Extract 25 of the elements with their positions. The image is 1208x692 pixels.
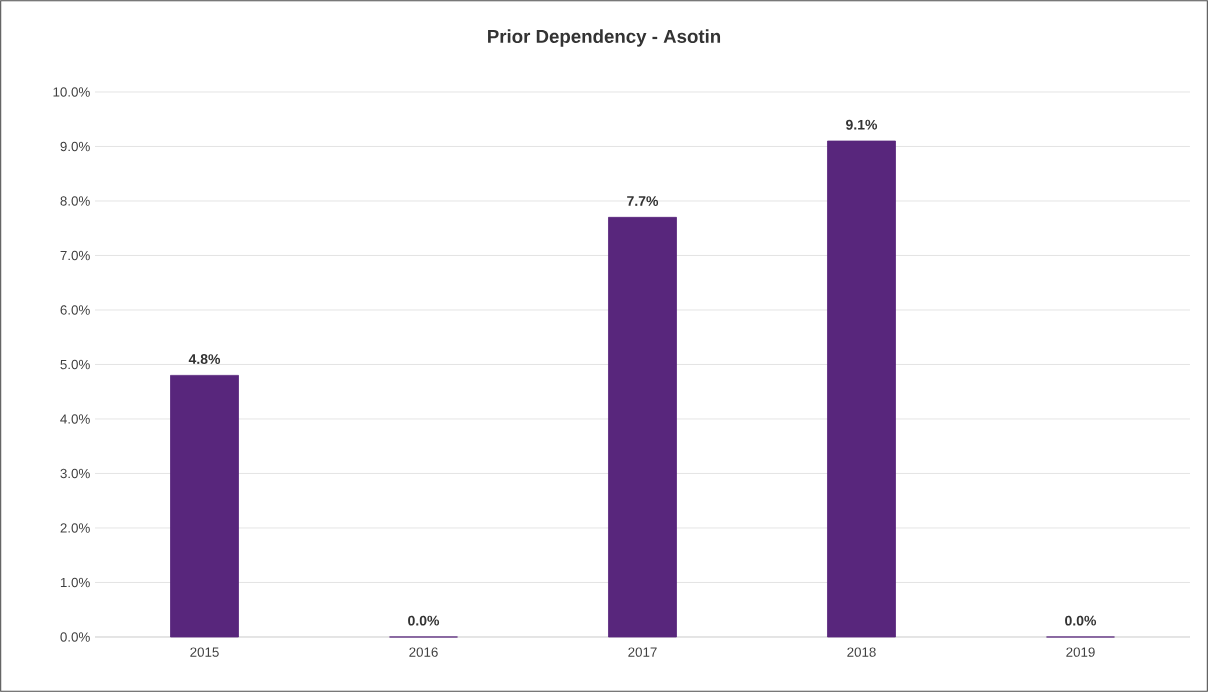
bar bbox=[827, 140, 896, 638]
bar bbox=[608, 216, 677, 638]
x-tick-label: 2017 bbox=[628, 647, 657, 657]
x-tick-label: 2018 bbox=[847, 647, 876, 657]
x-tick-label: 2015 bbox=[190, 647, 219, 657]
data-label: 0.0% bbox=[1065, 615, 1097, 626]
y-tick-label: 2.0% bbox=[60, 523, 90, 533]
y-tick-label: 3.0% bbox=[60, 468, 90, 479]
chart-title: Prior Dependency - Asotin bbox=[488, 29, 721, 47]
bar bbox=[170, 374, 239, 638]
y-tick-label: 4.0% bbox=[60, 414, 90, 424]
data-label: 0.0% bbox=[408, 615, 440, 626]
y-tick-label: 0.0% bbox=[60, 632, 90, 642]
data-label: 4.8% bbox=[188, 354, 221, 365]
x-tick-label: 2019 bbox=[1066, 647, 1095, 657]
y-tick-label: 9.0% bbox=[60, 141, 90, 152]
data-label: 9.1% bbox=[846, 119, 878, 130]
y-tick-label: 1.0% bbox=[60, 577, 90, 588]
x-tick-label: 2016 bbox=[409, 647, 438, 657]
y-tick-label: 8.0% bbox=[60, 196, 90, 206]
y-tick-label: 7.0% bbox=[60, 250, 90, 261]
y-tick-label: 10.0% bbox=[53, 87, 90, 97]
data-label: 7.7% bbox=[627, 196, 659, 206]
y-tick-label: 5.0% bbox=[60, 359, 90, 370]
y-tick-label: 6.0% bbox=[60, 305, 90, 315]
